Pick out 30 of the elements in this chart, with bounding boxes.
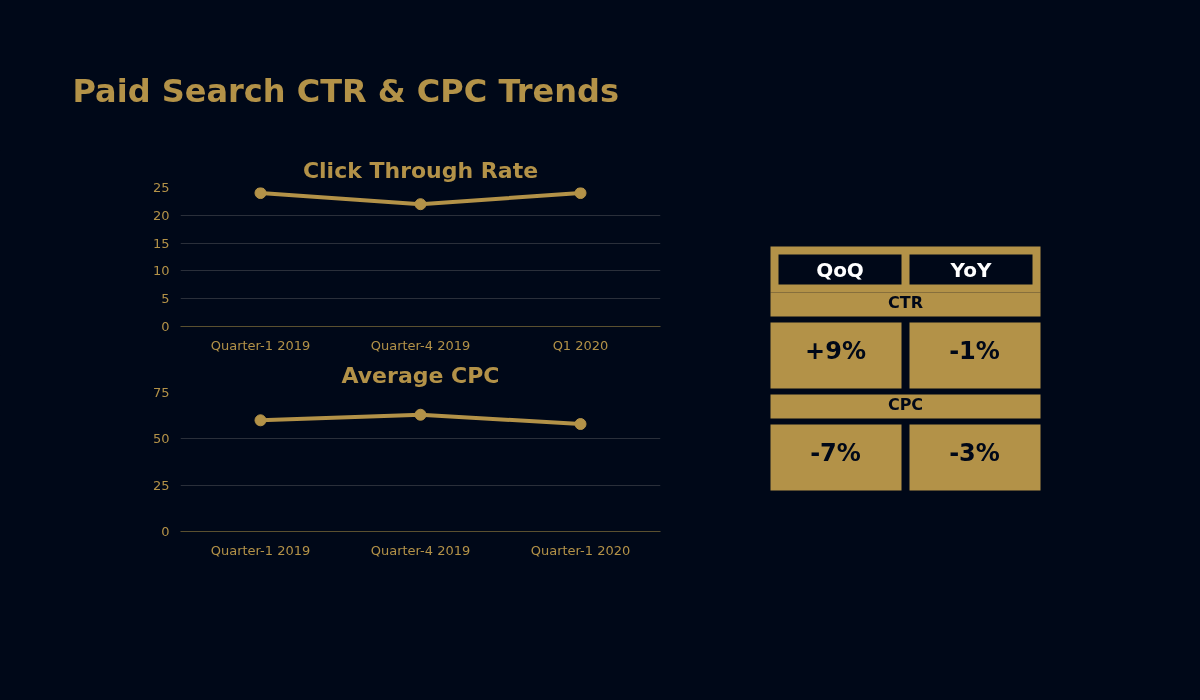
y-tick-label: 25 [152, 180, 170, 195]
y-tick-label: 5 [161, 291, 170, 307]
category-label: YoY [949, 257, 992, 282]
y-tick-label: 10 [152, 263, 170, 279]
category-label: CPC [887, 395, 924, 414]
x-tick-label: Q1 2020 [552, 337, 609, 353]
y-tick-label: 0 [161, 524, 170, 539]
x-tick-label: Quarter-1 2019 [210, 337, 311, 353]
text: -7% [810, 438, 861, 467]
x-tick-label: Quarter-4 2019 [370, 542, 471, 558]
point [414, 408, 427, 421]
point [574, 418, 587, 430]
y-tick-label: 75 [152, 385, 170, 400]
y-tick-label: 50 [152, 431, 170, 447]
category-label: CTR [888, 293, 923, 312]
x-tick-label: Quarter-1 2020 [530, 542, 631, 558]
text: -3% [949, 438, 1000, 467]
chart-title: Average CPC [341, 362, 500, 388]
y-tick-label: 15 [152, 235, 170, 251]
y-tick-label: 0 [161, 319, 170, 334]
category-label: QoQ [816, 257, 864, 282]
x-tick-label: Quarter-1 2019 [210, 542, 311, 558]
y-tick-label: 20 [152, 207, 170, 223]
point [254, 414, 267, 427]
y-tick-label: 25 [152, 477, 170, 493]
x-tick-label: Quarter-4 2019 [370, 337, 471, 353]
chart-title: Click Through Rate [302, 157, 539, 183]
text: +9% [805, 336, 866, 365]
text: Paid Search CTR & CPC Trends [72, 71, 619, 110]
text: -1% [949, 336, 1000, 365]
